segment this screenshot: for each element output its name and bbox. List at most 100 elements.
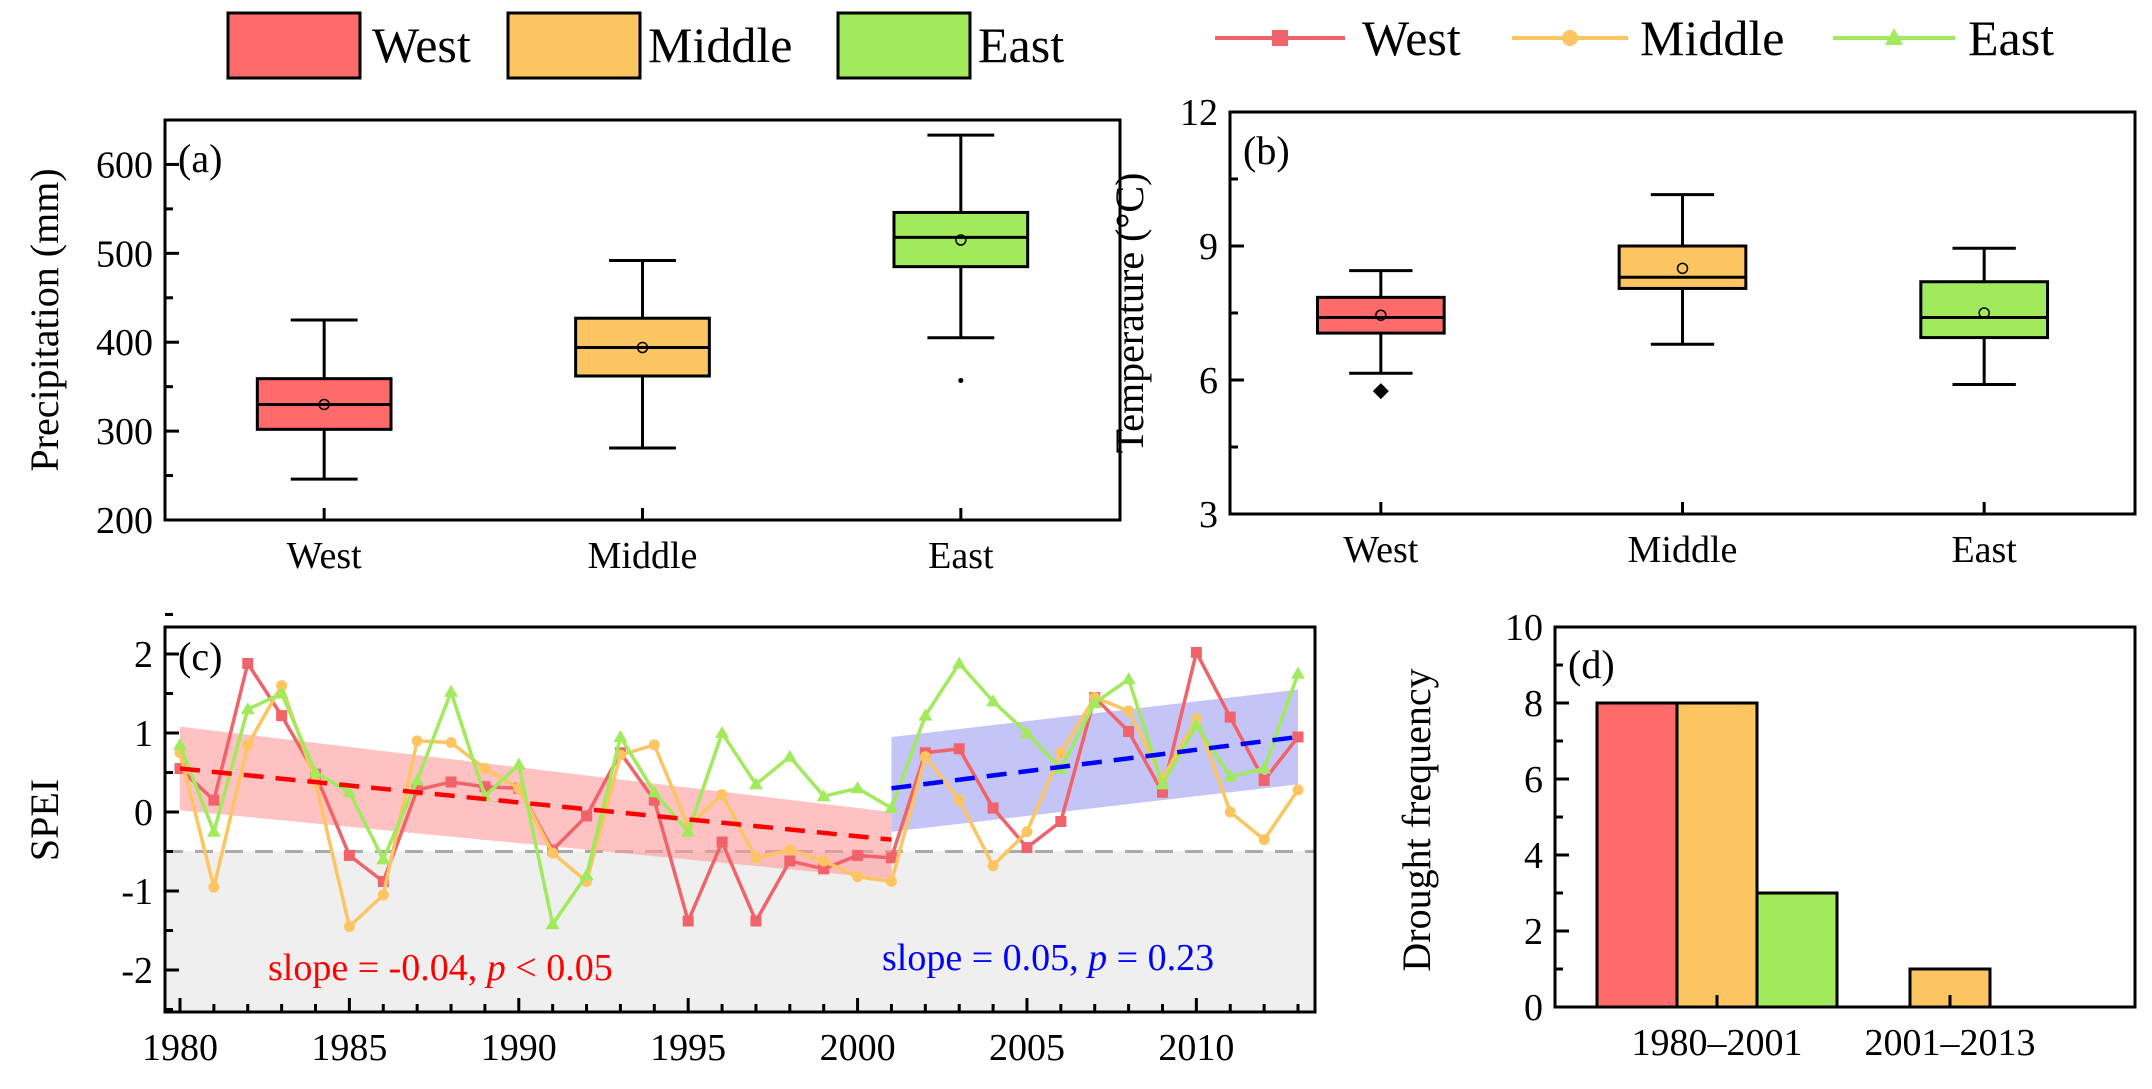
point-middle-1981 bbox=[208, 881, 220, 893]
point-west-1995 bbox=[682, 915, 694, 927]
point-west-2003 bbox=[953, 743, 965, 755]
trend-label-1-rest: < 0.05 bbox=[506, 947, 613, 989]
point-west-2010 bbox=[1190, 646, 1202, 658]
legend-label-west: West bbox=[372, 17, 471, 73]
point-east-1986 bbox=[376, 852, 391, 865]
panel-d-ylabel: Drought frequency bbox=[1394, 668, 1439, 971]
point-middle-1983 bbox=[276, 680, 288, 692]
point-west-2013 bbox=[1292, 731, 1304, 743]
point-middle-1987 bbox=[411, 735, 423, 747]
y-tick-label: 400 bbox=[96, 322, 153, 364]
y-tick-label: 1 bbox=[134, 713, 153, 755]
point-east-2005 bbox=[1019, 726, 1034, 738]
box-west bbox=[1315, 269, 1446, 400]
point-east-1996 bbox=[715, 726, 730, 738]
x-tick-label-west: West bbox=[1343, 529, 1418, 571]
mean-marker bbox=[636, 341, 649, 354]
legend-line-label-west: West bbox=[1362, 10, 1461, 66]
point-middle-2008 bbox=[1123, 705, 1135, 717]
y-tick-label: 500 bbox=[96, 233, 153, 275]
point-east-1998 bbox=[782, 749, 797, 762]
legend-label-middle: Middle bbox=[648, 17, 792, 73]
point-east-1985 bbox=[342, 785, 357, 798]
point-east-1983 bbox=[274, 686, 289, 699]
y-tick-label: 200 bbox=[96, 500, 153, 542]
point-east-2008 bbox=[1121, 672, 1136, 685]
y-tick-label: 0 bbox=[134, 792, 153, 834]
trend-label-1-slope: slope = -0.04, bbox=[268, 947, 487, 989]
legend-swatch-west bbox=[226, 11, 362, 80]
panel-d-label: (d) bbox=[1568, 642, 1615, 687]
panel-c-label: (c) bbox=[178, 634, 222, 679]
y-tick-label: 8 bbox=[1524, 683, 1543, 725]
line-legend: West Middle East bbox=[1215, 10, 2054, 66]
point-west-1983 bbox=[276, 710, 288, 722]
x-tick-label: 1985 bbox=[311, 1027, 387, 1069]
y-tick-label: 2 bbox=[134, 634, 153, 676]
point-east-1988 bbox=[444, 684, 459, 697]
point-middle-1991 bbox=[547, 847, 559, 859]
panel-b: (b) Temperature (°C) 3 6 9 12 West Middle East bbox=[1107, 92, 2137, 571]
point-west-2009 bbox=[1156, 786, 1168, 798]
point-middle-2006 bbox=[1055, 747, 1067, 759]
point-middle-1982 bbox=[242, 739, 254, 751]
x-tick-label-west: West bbox=[287, 535, 362, 577]
mean-marker bbox=[1676, 262, 1689, 275]
point-east-1990 bbox=[511, 757, 526, 770]
trend-line-1 bbox=[891, 734, 1299, 791]
point-middle-2000 bbox=[852, 871, 864, 883]
x-tick-label-middle: Middle bbox=[1628, 529, 1738, 571]
point-middle-1986 bbox=[377, 889, 389, 901]
box-east bbox=[1919, 246, 2050, 386]
panel-a-label: (a) bbox=[178, 136, 222, 181]
x-tick-label: 1980 bbox=[142, 1027, 218, 1069]
panel-a-ylabel: Precipitation (mm) bbox=[22, 168, 67, 471]
point-west-2000 bbox=[852, 849, 864, 861]
point-east-2013 bbox=[1291, 666, 1305, 679]
trend-label-2-slope: slope = 0.05, bbox=[882, 937, 1088, 979]
trend-line-0 bbox=[179, 766, 892, 842]
panel-c: (c) SPEI 2 1 0 -1 -2 1980 1985 1990 1995 2000 2005… bbox=[22, 613, 1317, 1069]
point-middle-2003 bbox=[953, 794, 965, 806]
point-west-2011 bbox=[1224, 711, 1236, 723]
legend-marker-middle bbox=[1562, 30, 1578, 46]
point-west-1997 bbox=[750, 915, 762, 927]
y-tick-label: 300 bbox=[96, 411, 153, 453]
box-iqr bbox=[892, 210, 1030, 269]
point-east-1992 bbox=[579, 868, 594, 881]
point-east-2000 bbox=[850, 781, 865, 794]
legend-swatch-middle bbox=[506, 11, 642, 80]
point-east-1980 bbox=[173, 737, 187, 750]
drought-zone bbox=[165, 851, 1315, 1012]
point-east-2010 bbox=[1189, 718, 1204, 731]
point-west-1982 bbox=[242, 657, 254, 669]
point-east-1999 bbox=[816, 789, 831, 802]
point-middle-2011 bbox=[1224, 806, 1236, 818]
trend-label-2-rest: = 0.23 bbox=[1107, 937, 1214, 979]
series-line-east bbox=[178, 660, 1300, 929]
point-west-2001 bbox=[885, 852, 897, 864]
bar-east-0 bbox=[1755, 891, 1839, 1009]
x-tick-label: 1990 bbox=[481, 1027, 557, 1069]
y-tick-label: 600 bbox=[96, 144, 153, 186]
outlier-marker bbox=[958, 377, 964, 383]
box-iqr bbox=[1315, 295, 1446, 335]
box-west bbox=[255, 318, 393, 481]
mean-marker bbox=[1978, 307, 1990, 319]
series-east bbox=[173, 656, 1305, 930]
point-middle-1998 bbox=[784, 844, 796, 856]
point-middle-2012 bbox=[1258, 834, 1270, 846]
point-east-1993 bbox=[613, 729, 628, 742]
box-middle bbox=[574, 258, 711, 450]
x-tick-label: 2010 bbox=[1158, 1027, 1234, 1069]
box-middle bbox=[1617, 193, 1748, 346]
point-middle-1994 bbox=[648, 739, 660, 751]
mean-marker bbox=[955, 234, 967, 246]
y-tick-label: -1 bbox=[121, 871, 153, 913]
point-middle-1985 bbox=[343, 921, 355, 933]
y-tick-label: -2 bbox=[121, 950, 153, 992]
point-west-2008 bbox=[1123, 725, 1135, 737]
y-tick-label: 9 bbox=[1199, 226, 1218, 268]
point-middle-2013 bbox=[1292, 784, 1304, 796]
y-tick-label: 6 bbox=[1524, 759, 1543, 801]
